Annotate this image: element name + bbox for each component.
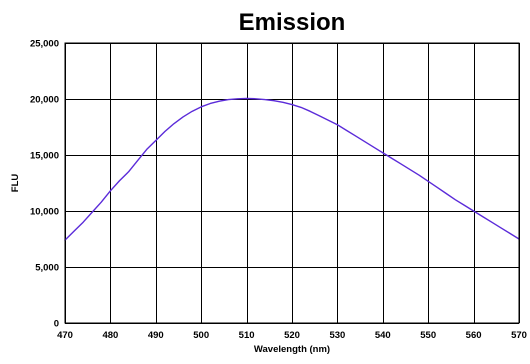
x-tick-label: 500 bbox=[193, 330, 209, 341]
x-tick-label: 570 bbox=[511, 330, 527, 341]
y-tick-label: 15,000 bbox=[30, 151, 59, 162]
y-axis-label: FLU bbox=[10, 174, 21, 193]
x-tick-label: 540 bbox=[375, 330, 391, 341]
grid bbox=[65, 43, 520, 324]
y-tick-labels: 0 5,000 10,000 15,000 20,000 25,000 bbox=[30, 39, 59, 330]
y-tick-label: 20,000 bbox=[30, 95, 59, 106]
x-tick-label: 480 bbox=[102, 330, 118, 341]
x-tick-label: 560 bbox=[466, 330, 482, 341]
x-tick-label: 470 bbox=[57, 330, 73, 341]
emission-series-line bbox=[64, 97, 520, 241]
x-tick-label: 510 bbox=[239, 330, 255, 341]
x-tick-label: 490 bbox=[148, 330, 164, 341]
x-tick-label: 520 bbox=[284, 330, 300, 341]
x-tick-labels: 470 480 490 500 510 520 530 540 550 560 570 bbox=[57, 330, 527, 341]
y-tick-label: 25,000 bbox=[30, 39, 59, 50]
series-layer bbox=[64, 97, 520, 241]
x-tick-label: 530 bbox=[329, 330, 345, 341]
y-tick-label: 5,000 bbox=[35, 263, 59, 274]
y-tick-label: 0 bbox=[54, 319, 59, 330]
x-axis-label: Wavelength (nm) bbox=[254, 344, 330, 355]
chart-title: Emission bbox=[239, 9, 346, 36]
x-tick-label: 550 bbox=[420, 330, 436, 341]
plot-frame bbox=[64, 42, 520, 324]
y-tick-label: 10,000 bbox=[30, 207, 59, 218]
